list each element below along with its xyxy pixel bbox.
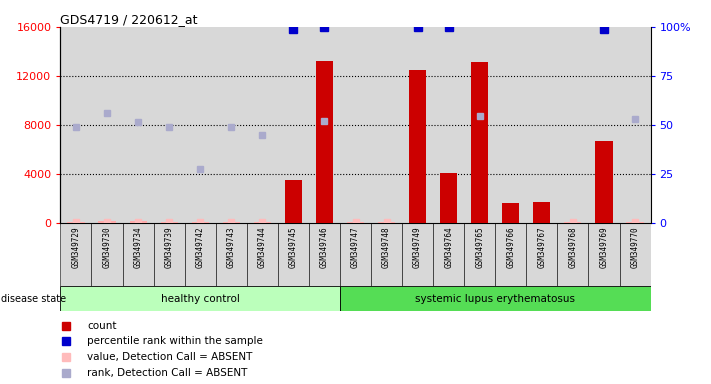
Bar bbox=[589, 223, 619, 286]
Bar bbox=[502, 203, 519, 223]
Bar bbox=[185, 223, 215, 286]
Bar bbox=[371, 27, 402, 223]
Text: GSM349742: GSM349742 bbox=[196, 226, 205, 268]
Bar bbox=[185, 27, 215, 223]
Bar bbox=[340, 27, 371, 223]
Bar bbox=[122, 223, 154, 286]
Bar bbox=[464, 223, 496, 286]
Text: GSM349734: GSM349734 bbox=[134, 226, 143, 268]
Bar bbox=[496, 223, 526, 286]
Bar bbox=[565, 222, 582, 223]
Bar bbox=[526, 223, 557, 286]
Bar bbox=[60, 286, 340, 311]
Bar bbox=[92, 223, 122, 286]
Text: percentile rank within the sample: percentile rank within the sample bbox=[87, 336, 263, 346]
Bar bbox=[557, 27, 589, 223]
Bar bbox=[309, 27, 340, 223]
Bar bbox=[99, 222, 116, 223]
Bar bbox=[154, 223, 185, 286]
Bar bbox=[215, 27, 247, 223]
Bar bbox=[60, 27, 92, 223]
Bar bbox=[316, 61, 333, 223]
Text: rank, Detection Call = ABSENT: rank, Detection Call = ABSENT bbox=[87, 367, 247, 377]
Bar bbox=[285, 180, 302, 223]
Text: GSM349770: GSM349770 bbox=[631, 226, 639, 268]
Text: GSM349748: GSM349748 bbox=[382, 226, 391, 268]
Text: GSM349745: GSM349745 bbox=[289, 226, 298, 268]
Text: GSM349765: GSM349765 bbox=[475, 226, 484, 268]
Bar bbox=[278, 27, 309, 223]
Text: GSM349739: GSM349739 bbox=[165, 226, 173, 268]
Bar bbox=[440, 172, 457, 223]
Bar bbox=[309, 223, 340, 286]
Bar bbox=[402, 223, 433, 286]
Text: GSM349746: GSM349746 bbox=[320, 226, 329, 268]
Text: GSM349730: GSM349730 bbox=[102, 226, 112, 268]
Text: GSM349747: GSM349747 bbox=[351, 226, 360, 268]
Text: GSM349729: GSM349729 bbox=[72, 226, 80, 268]
Bar bbox=[278, 223, 309, 286]
Bar bbox=[340, 286, 651, 311]
Bar bbox=[496, 27, 526, 223]
Text: value, Detection Call = ABSENT: value, Detection Call = ABSENT bbox=[87, 352, 252, 362]
Text: GDS4719 / 220612_at: GDS4719 / 220612_at bbox=[60, 13, 198, 26]
Bar bbox=[247, 27, 278, 223]
Bar bbox=[154, 27, 185, 223]
Text: count: count bbox=[87, 321, 117, 331]
Bar bbox=[526, 27, 557, 223]
Bar bbox=[247, 223, 278, 286]
Text: systemic lupus erythematosus: systemic lupus erythematosus bbox=[415, 293, 575, 304]
Bar bbox=[60, 223, 92, 286]
Bar bbox=[557, 223, 589, 286]
Bar bbox=[471, 62, 488, 223]
Bar bbox=[122, 27, 154, 223]
Bar bbox=[347, 222, 364, 223]
Bar bbox=[223, 222, 240, 223]
Text: GSM349769: GSM349769 bbox=[599, 226, 609, 268]
Bar bbox=[464, 27, 496, 223]
Bar bbox=[129, 222, 146, 223]
Text: healthy control: healthy control bbox=[161, 293, 240, 304]
Bar bbox=[92, 27, 122, 223]
Bar bbox=[254, 222, 271, 223]
Bar bbox=[215, 223, 247, 286]
Bar bbox=[402, 27, 433, 223]
Bar bbox=[68, 222, 85, 223]
Text: GSM349764: GSM349764 bbox=[444, 226, 453, 268]
Text: GSM349744: GSM349744 bbox=[258, 226, 267, 268]
Bar bbox=[192, 222, 209, 223]
Text: GSM349749: GSM349749 bbox=[413, 226, 422, 268]
Bar bbox=[595, 141, 612, 223]
Bar bbox=[371, 223, 402, 286]
Text: GSM349743: GSM349743 bbox=[227, 226, 236, 268]
Bar bbox=[533, 202, 550, 223]
Bar bbox=[378, 222, 395, 223]
Bar bbox=[409, 70, 426, 223]
Text: disease state: disease state bbox=[1, 293, 66, 304]
Text: GSM349767: GSM349767 bbox=[538, 226, 546, 268]
Text: GSM349768: GSM349768 bbox=[568, 226, 577, 268]
Bar bbox=[619, 27, 651, 223]
Text: GSM349766: GSM349766 bbox=[506, 226, 515, 268]
Bar bbox=[433, 223, 464, 286]
Bar bbox=[619, 223, 651, 286]
Bar bbox=[589, 27, 619, 223]
Bar bbox=[433, 27, 464, 223]
Bar bbox=[626, 222, 643, 223]
Bar bbox=[340, 223, 371, 286]
Bar bbox=[161, 222, 178, 223]
